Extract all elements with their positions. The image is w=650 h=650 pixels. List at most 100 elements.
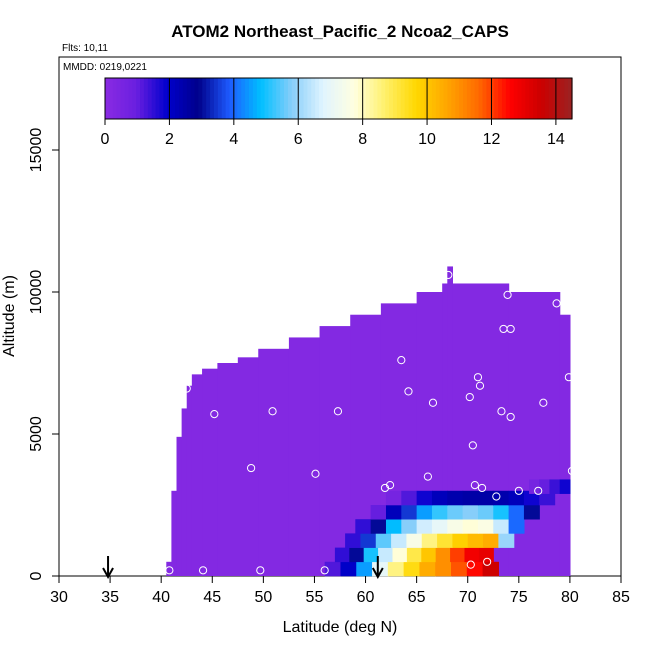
colorbar-segment bbox=[264, 78, 270, 119]
x-tick-label: 55 bbox=[306, 589, 324, 606]
colorbar-segment bbox=[396, 78, 402, 119]
colorbar-segment bbox=[459, 78, 464, 119]
colorbar-segment bbox=[319, 78, 324, 119]
sample-point bbox=[444, 270, 453, 280]
colorbar-segment bbox=[435, 78, 441, 119]
colorbar-segment bbox=[287, 78, 293, 119]
heatmap-cell bbox=[375, 533, 392, 548]
colorbar-segment bbox=[447, 78, 452, 119]
colorbar-segment bbox=[412, 78, 417, 119]
heatmap-cell bbox=[378, 547, 394, 563]
colorbar-segment bbox=[560, 78, 565, 119]
colorbar-tick-label: 14 bbox=[547, 131, 565, 148]
colorbar-segment bbox=[564, 78, 569, 119]
colorbar-segment bbox=[120, 78, 126, 119]
sample-point bbox=[320, 566, 329, 575]
sample-point bbox=[428, 398, 438, 407]
colorbar-segment bbox=[229, 78, 235, 119]
sample-point bbox=[256, 566, 265, 575]
colorbar-segment bbox=[225, 78, 231, 119]
colorbar-segment bbox=[241, 78, 246, 119]
heatmap-cell bbox=[523, 505, 540, 520]
x-tick-label: 40 bbox=[152, 589, 170, 606]
sample-point bbox=[385, 481, 395, 490]
colorbar-segment bbox=[311, 78, 316, 119]
colorbar-tick-label: 10 bbox=[418, 131, 436, 148]
colorbar-segment bbox=[112, 78, 118, 119]
heatmap-cell bbox=[385, 519, 402, 534]
colorbar-segment bbox=[198, 78, 203, 119]
arrow-marker-head bbox=[102, 567, 114, 580]
colorbar-segment bbox=[143, 78, 149, 119]
colorbar-segment bbox=[361, 78, 367, 119]
x-tick-label: 80 bbox=[561, 589, 579, 606]
heatmap-cell bbox=[360, 533, 377, 548]
colorbar-segment bbox=[357, 78, 363, 119]
colorbar-segment bbox=[455, 78, 460, 119]
colorbar-segment bbox=[151, 78, 157, 119]
heatmap-cell bbox=[478, 547, 494, 563]
colorbar-segment bbox=[338, 78, 343, 119]
x-tick-label: 45 bbox=[203, 589, 221, 606]
colorbar-segment bbox=[350, 78, 355, 119]
heatmap-cell bbox=[401, 505, 418, 520]
colorbar-segment bbox=[276, 78, 281, 119]
y-tick-label: 5000 bbox=[28, 416, 45, 452]
colorbar-segment bbox=[330, 78, 336, 119]
colorbar-segment bbox=[451, 78, 456, 119]
heatmap-cell bbox=[483, 533, 499, 548]
sample-point bbox=[162, 492, 171, 501]
y-axis-title: Altitude (m) bbox=[1, 275, 18, 357]
heatmap-cell bbox=[437, 533, 453, 548]
colorbar: 0 2 4 6 8 10 12 14 bbox=[101, 77, 573, 148]
y-tick-label: 10000 bbox=[28, 270, 45, 315]
colorbar-segment bbox=[505, 78, 511, 119]
colorbar-segment bbox=[509, 78, 515, 119]
heatmap-cell bbox=[493, 519, 510, 534]
colorbar-segment bbox=[365, 78, 371, 119]
heatmap-column bbox=[202, 368, 218, 576]
heatmap-cell bbox=[462, 505, 479, 520]
colorbar-segment bbox=[416, 78, 421, 119]
sample-point bbox=[552, 299, 561, 308]
sample-point bbox=[567, 466, 577, 476]
colorbar-segment bbox=[556, 78, 561, 119]
colorbar-tick-label: 2 bbox=[165, 131, 174, 148]
heatmap-cell bbox=[385, 490, 402, 506]
heatmap-cell bbox=[370, 519, 387, 534]
colorbar-segment bbox=[346, 78, 351, 119]
heatmap-cell bbox=[493, 490, 510, 506]
colorbar-segment bbox=[322, 78, 328, 119]
colorbar-segment bbox=[190, 78, 196, 119]
colorbar-segment bbox=[155, 78, 161, 119]
colorbar-segment bbox=[501, 78, 507, 119]
x-tick-label: 35 bbox=[101, 589, 119, 606]
heatmap-cell bbox=[539, 490, 556, 506]
heatmap-cell bbox=[416, 490, 433, 506]
heatmap-cell bbox=[403, 561, 421, 577]
sample-point bbox=[506, 324, 515, 334]
heatmap-column bbox=[559, 314, 571, 576]
heatmap-cell bbox=[387, 561, 405, 577]
sample-point bbox=[470, 481, 479, 490]
colorbar-segment bbox=[424, 78, 429, 119]
colorbar-segment bbox=[132, 78, 137, 119]
heatmap-cell bbox=[416, 519, 433, 534]
colorbar-segment bbox=[466, 78, 472, 119]
heatmap-cell bbox=[356, 561, 373, 577]
heatmap-cell bbox=[477, 490, 494, 506]
x-axis-title: Latitude (deg N) bbox=[283, 619, 398, 636]
heatmap-cell bbox=[421, 547, 437, 563]
sample-point bbox=[466, 560, 475, 569]
colorbar-tick-label: 12 bbox=[483, 131, 501, 148]
colorbar-segment bbox=[369, 78, 375, 119]
colorbar-segment bbox=[486, 78, 491, 119]
colorbar-segment bbox=[513, 78, 519, 119]
colorbar-segment bbox=[540, 78, 546, 119]
colorbar-segment bbox=[544, 78, 550, 119]
heatmap-cell bbox=[539, 479, 551, 494]
sample-point bbox=[503, 290, 512, 299]
heatmap-column bbox=[186, 385, 193, 576]
colorbar-segment bbox=[105, 78, 110, 119]
colorbar-segment bbox=[217, 78, 223, 119]
